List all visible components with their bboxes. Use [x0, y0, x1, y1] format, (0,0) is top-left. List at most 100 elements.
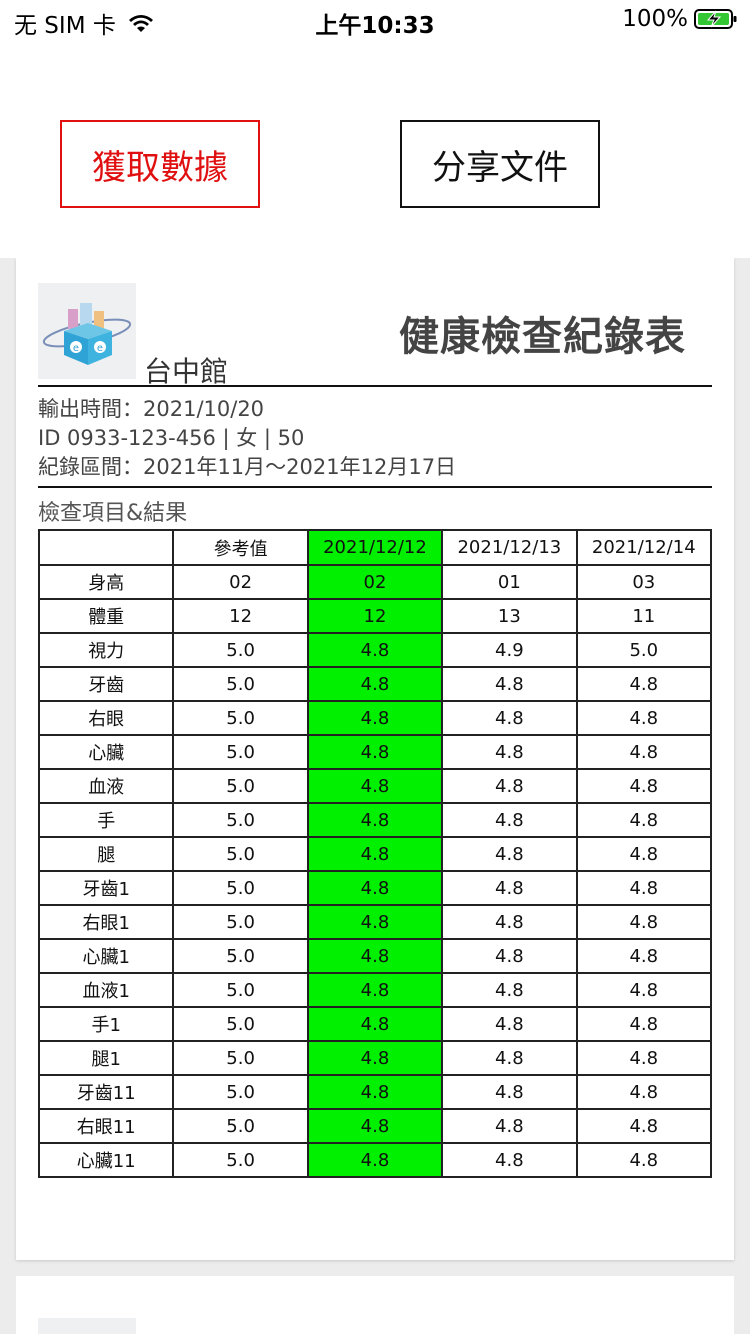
health-record-table: 參考值 2021/12/12 2021/12/13 2021/12/14 身高 0… [37, 529, 713, 1178]
value-cell: 4.8 [306, 1040, 444, 1076]
value-cell: 02 [306, 564, 444, 600]
table-row: 心臟1 5.0 4.8 4.8 4.8 [37, 938, 713, 974]
value-cell: 4.9 [441, 632, 578, 668]
document-page: e e 台中館 健康檢查紀錄表 輸出時間：2021/10/20 ID 0933-… [16, 258, 734, 1260]
value-cell: 5.0 [172, 700, 309, 736]
value-cell: 03 [575, 564, 713, 600]
table-row: 右眼 5.0 4.8 4.8 4.8 [37, 700, 713, 736]
value-cell: 4.8 [306, 802, 444, 838]
value-cell: 4.8 [441, 836, 578, 872]
battery-percent: 100% [622, 6, 688, 32]
document-title: 健康檢查紀錄表 [399, 314, 686, 360]
value-cell: 4.8 [441, 1006, 578, 1042]
value-cell: 5.0 [172, 666, 309, 702]
branch-name: 台中館 [144, 355, 229, 388]
value-cell: 4.8 [306, 972, 444, 1008]
document-page-2 [16, 1276, 734, 1334]
section-label: 檢查項目&結果 [38, 501, 188, 526]
value-cell: 13 [441, 598, 578, 634]
share-file-button[interactable]: 分享文件 [400, 120, 600, 208]
table-row: 右眼1 5.0 4.8 4.8 4.8 [37, 904, 713, 940]
item-name-cell: 視力 [37, 632, 175, 668]
value-cell: 4.8 [441, 1074, 578, 1110]
item-name-cell: 腿1 [37, 1040, 175, 1076]
table-row: 體重 12 12 13 11 [37, 598, 713, 634]
value-cell: 4.8 [575, 836, 713, 872]
value-cell: 4.8 [575, 666, 713, 702]
battery-status: 100% [622, 6, 738, 32]
wifi-icon [128, 15, 153, 32]
value-cell: 4.8 [575, 802, 713, 838]
table-row: 手1 5.0 4.8 4.8 4.8 [37, 1006, 713, 1042]
header-cell: 2021/12/12 [306, 529, 444, 566]
header-cell: 參考值 [172, 529, 309, 566]
museum-logo-icon [38, 1318, 136, 1334]
item-name-cell: 右眼1 [37, 904, 175, 940]
value-cell: 5.0 [172, 632, 309, 668]
table-row: 血液 5.0 4.8 4.8 4.8 [37, 768, 713, 804]
item-name-cell: 身高 [37, 564, 175, 600]
value-cell: 4.8 [575, 972, 713, 1008]
value-cell: 5.0 [172, 836, 309, 872]
item-name-cell: 右眼 [37, 700, 175, 736]
patient-id: ID 0933-123-456 | 女 | 50 [38, 426, 305, 450]
item-name-cell: 右眼11 [37, 1108, 175, 1144]
value-cell: 4.8 [441, 700, 578, 736]
table-row: 牙齒11 5.0 4.8 4.8 4.8 [37, 1074, 713, 1110]
value-cell: 12 [172, 598, 309, 634]
value-cell: 5.0 [172, 904, 309, 940]
document-viewer[interactable]: e e 台中館 健康檢查紀錄表 輸出時間：2021/10/20 ID 0933-… [0, 258, 750, 1334]
table-row: 牙齒 5.0 4.8 4.8 4.8 [37, 666, 713, 702]
svg-text:e: e [73, 343, 79, 354]
table-row: 腿 5.0 4.8 4.8 4.8 [37, 836, 713, 872]
item-name-cell: 手 [37, 802, 175, 838]
value-cell: 5.0 [172, 734, 309, 770]
status-bar: 无 SIM 卡 上午10:33 100% [0, 0, 750, 40]
value-cell: 4.8 [441, 870, 578, 906]
value-cell: 4.8 [306, 938, 444, 974]
carrier-status: 无 SIM 卡 [14, 6, 156, 40]
value-cell: 5.0 [172, 1108, 309, 1144]
value-cell: 4.8 [441, 666, 578, 702]
item-name-cell: 手1 [37, 1006, 175, 1042]
header-cell: 2021/12/13 [441, 529, 578, 566]
value-cell: 4.8 [441, 938, 578, 974]
value-cell: 4.8 [306, 836, 444, 872]
value-cell: 4.8 [575, 1074, 713, 1110]
item-name-cell: 腿 [37, 836, 175, 872]
value-cell: 4.8 [575, 734, 713, 770]
value-cell: 5.0 [172, 870, 309, 906]
value-cell: 4.8 [575, 700, 713, 736]
value-cell: 4.8 [441, 768, 578, 804]
value-cell: 5.0 [172, 1074, 309, 1110]
table-row: 視力 5.0 4.8 4.9 5.0 [37, 632, 713, 668]
value-cell: 4.8 [306, 666, 444, 702]
table-row: 身高 02 02 01 03 [37, 564, 713, 600]
output-time: 輸出時間：2021/10/20 [38, 397, 265, 421]
value-cell: 5.0 [172, 1142, 309, 1178]
value-cell: 4.8 [441, 802, 578, 838]
record-range: 紀錄區間：2021年11月～2021年12月17日 [38, 455, 457, 479]
table-row: 牙齒1 5.0 4.8 4.8 4.8 [37, 870, 713, 906]
value-cell: 4.8 [575, 1040, 713, 1076]
value-cell: 4.8 [575, 870, 713, 906]
value-cell: 4.8 [306, 870, 444, 906]
header-cell [37, 529, 175, 566]
value-cell: 4.8 [306, 700, 444, 736]
value-cell: 5.0 [172, 768, 309, 804]
fetch-data-button[interactable]: 獲取數據 [60, 120, 260, 208]
battery-charging-icon [694, 9, 737, 29]
value-cell: 5.0 [172, 1006, 309, 1042]
item-name-cell: 牙齒11 [37, 1074, 175, 1110]
item-name-cell: 牙齒1 [37, 870, 175, 906]
value-cell: 4.8 [306, 1006, 444, 1042]
header-cell: 2021/12/14 [575, 529, 713, 566]
carrier-label: 无 SIM 卡 [14, 13, 116, 39]
table-row: 手 5.0 4.8 4.8 4.8 [37, 802, 713, 838]
table-row: 腿1 5.0 4.8 4.8 4.8 [37, 1040, 713, 1076]
value-cell: 4.8 [306, 632, 444, 668]
table-row: 心臟11 5.0 4.8 4.8 4.8 [37, 1142, 713, 1178]
museum-logo-icon: e e [38, 283, 136, 379]
table-header-row: 參考值 2021/12/12 2021/12/13 2021/12/14 [37, 529, 713, 566]
item-name-cell: 體重 [37, 598, 175, 634]
